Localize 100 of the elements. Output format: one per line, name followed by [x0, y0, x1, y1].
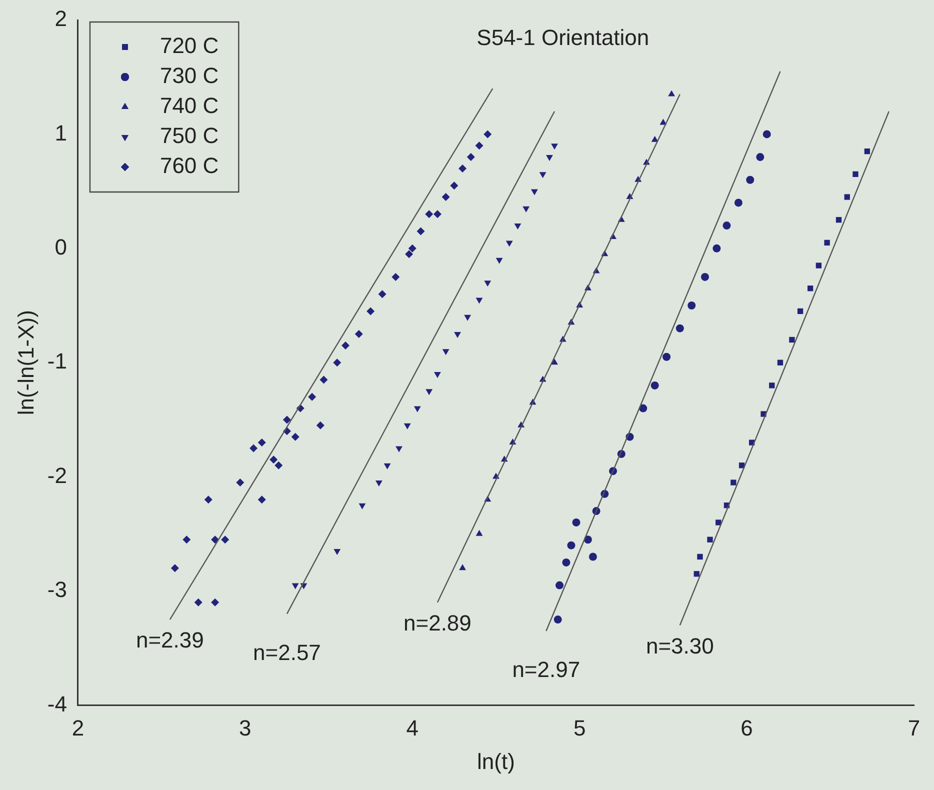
point	[539, 172, 546, 178]
point	[864, 148, 870, 154]
legend-label: 750 C	[160, 123, 219, 148]
y-axis-title: ln(-ln(1-X))	[13, 310, 38, 416]
point	[712, 244, 721, 252]
point	[182, 536, 191, 544]
x-tick-label: 2	[72, 715, 84, 740]
point	[458, 164, 467, 172]
point	[522, 206, 530, 212]
point	[668, 90, 676, 96]
point	[291, 432, 300, 441]
point	[836, 217, 842, 223]
legend-label: 760 C	[160, 153, 219, 178]
point	[434, 372, 441, 378]
point	[392, 272, 400, 281]
point	[639, 404, 648, 412]
point	[734, 198, 742, 207]
point	[366, 307, 375, 316]
y-tick-label: -1	[47, 348, 67, 374]
point	[484, 130, 492, 138]
point	[716, 520, 722, 526]
point	[688, 302, 696, 310]
point	[426, 389, 433, 396]
x-tick-label: 4	[406, 715, 418, 740]
y-tick-label: -4	[47, 691, 67, 716]
point	[662, 352, 671, 361]
point	[211, 536, 220, 544]
point	[334, 549, 341, 556]
point	[551, 144, 558, 150]
point	[660, 118, 667, 125]
point	[274, 461, 283, 470]
point	[333, 358, 342, 367]
y-tick-label: 2	[54, 6, 67, 32]
point	[378, 290, 386, 298]
point	[777, 360, 784, 366]
point	[808, 286, 814, 292]
x-tick-label: 6	[740, 715, 753, 740]
point	[700, 272, 709, 281]
point	[414, 406, 421, 412]
point	[588, 552, 597, 561]
point	[405, 250, 414, 258]
point	[354, 330, 363, 338]
point	[730, 480, 736, 486]
point	[221, 536, 230, 544]
annotation: n=2.57	[253, 640, 321, 665]
point	[789, 336, 795, 343]
annotation: n=2.39	[136, 628, 204, 653]
point	[442, 193, 450, 202]
point	[308, 392, 316, 401]
point	[852, 171, 858, 177]
x-tick-label: 5	[573, 715, 586, 740]
point	[454, 332, 461, 338]
point	[384, 463, 391, 470]
point	[756, 153, 764, 162]
point	[258, 438, 266, 447]
point	[694, 571, 700, 577]
point	[476, 298, 483, 304]
point	[211, 598, 220, 606]
y-tick-label: -3	[47, 577, 67, 602]
annotation: n=2.89	[404, 610, 472, 636]
point	[204, 496, 212, 504]
y-tick-label: 0	[54, 234, 67, 260]
annotation: n=2.97	[512, 657, 580, 682]
point	[530, 189, 538, 196]
point	[396, 446, 402, 452]
x-tick-label: 3	[239, 715, 252, 740]
point	[551, 358, 558, 365]
point	[194, 598, 202, 606]
point	[707, 536, 713, 542]
point	[746, 176, 754, 184]
point	[404, 423, 411, 430]
point	[170, 564, 179, 572]
legend-label: 740 C	[160, 93, 219, 118]
point	[824, 240, 830, 246]
point	[572, 518, 580, 526]
point	[514, 224, 522, 230]
point	[459, 564, 466, 570]
point	[797, 308, 804, 314]
point	[450, 182, 458, 190]
point	[358, 503, 366, 510]
point	[546, 155, 553, 162]
point	[556, 581, 564, 590]
point	[464, 314, 472, 321]
point	[554, 616, 562, 624]
point	[282, 416, 291, 424]
point	[496, 258, 503, 264]
point	[697, 554, 703, 560]
x-axis-title: ln(t)	[477, 748, 515, 774]
point	[341, 341, 350, 350]
annotation: n=3.30	[646, 633, 714, 658]
point	[270, 456, 278, 464]
point	[236, 478, 244, 487]
point	[650, 381, 659, 390]
point	[316, 421, 324, 430]
point	[375, 480, 382, 487]
y-tick-label: 1	[54, 120, 67, 146]
legend-label: 720 C	[160, 33, 219, 58]
point	[408, 244, 416, 252]
point	[320, 376, 328, 384]
point	[762, 130, 771, 138]
